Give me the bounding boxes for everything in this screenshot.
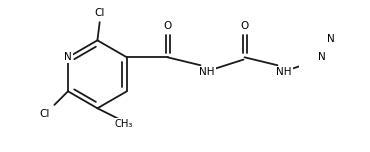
Text: Cl: Cl bbox=[39, 109, 50, 119]
Text: O: O bbox=[164, 21, 172, 31]
Text: CH₃: CH₃ bbox=[114, 119, 132, 129]
Text: NH: NH bbox=[199, 67, 215, 77]
Text: N: N bbox=[326, 34, 334, 44]
Text: Cl: Cl bbox=[94, 8, 105, 18]
Text: N: N bbox=[64, 52, 72, 62]
Text: NH: NH bbox=[276, 67, 292, 77]
Text: N: N bbox=[318, 52, 326, 62]
Text: O: O bbox=[240, 21, 249, 31]
